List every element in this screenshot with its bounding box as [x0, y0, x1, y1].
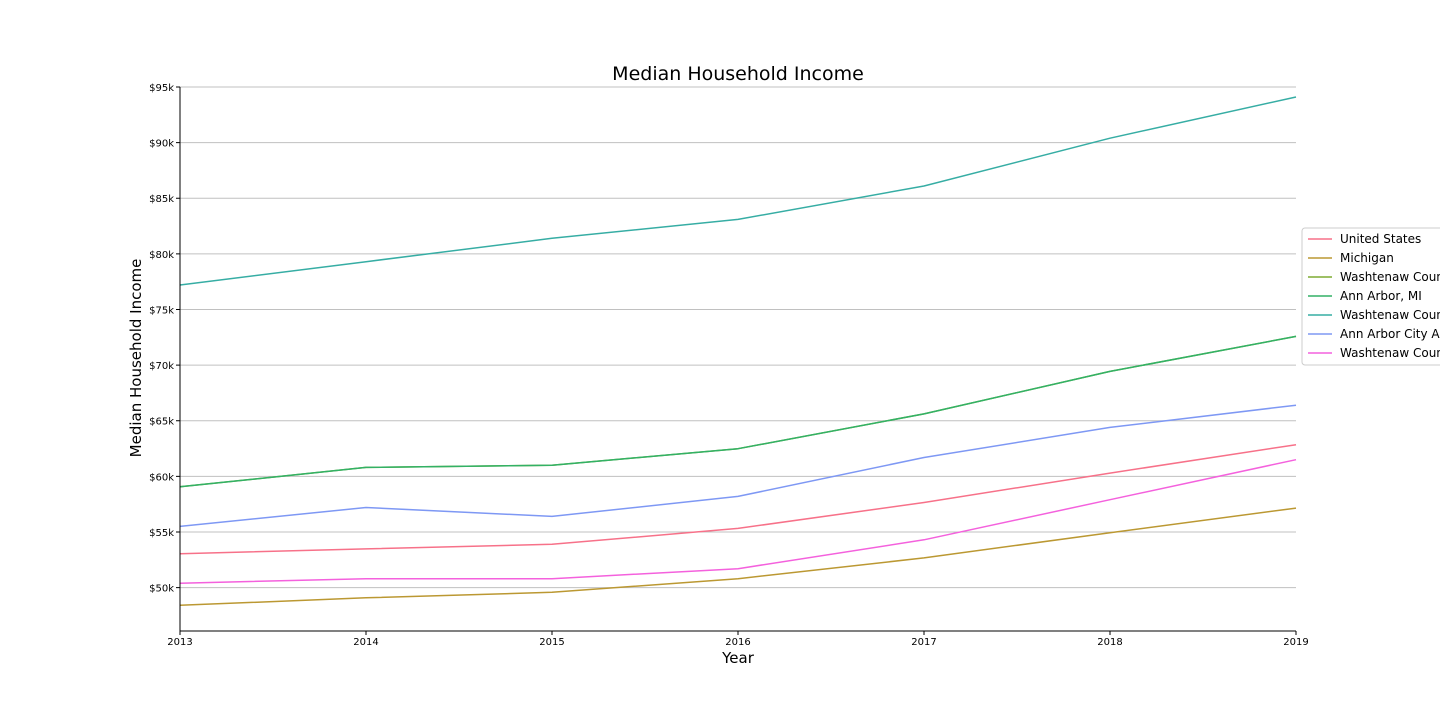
x-tick-label: 2014: [353, 637, 378, 648]
x-tick-label: 2019: [1283, 637, 1308, 648]
y-tick-label: $70k: [149, 361, 174, 372]
y-tick-label: $90k: [149, 139, 174, 150]
legend-label-ann-arbor-city-area: Ann Arbor City Area: [1340, 327, 1440, 341]
legend: United States Michigan Washtenaw County, M…: [1301, 227, 1440, 366]
legend-label-united-states: United States: [1340, 232, 1421, 246]
series-line-washtenaw-county-townships: [179, 96, 1297, 286]
legend-label-michigan: Michigan: [1340, 251, 1394, 265]
x-axis-title: Year: [721, 649, 755, 667]
legend-label-washtenaw-county-townships: Washtenaw County Townships: [1340, 308, 1440, 322]
series-line-ann-arbor-mi: [179, 335, 1297, 488]
y-tick-label: $75k: [149, 305, 174, 316]
series-lines: [179, 96, 1297, 607]
legend-label-washtenaw-county-mi: Washtenaw County, MI: [1340, 270, 1440, 284]
x-axis-ticks: 2013 2014 2015 2016 2017 2018 2019: [167, 631, 1309, 648]
y-tick-label: $50k: [149, 584, 174, 595]
legend-label-washtenaw-county-other: Washtenaw County Other: [1340, 346, 1440, 360]
y-tick-label: $65k: [149, 417, 174, 428]
series-line-washtenaw-county-other: [179, 458, 1297, 584]
y-tick-label: $60k: [149, 472, 174, 483]
legend-box: [1301, 227, 1440, 366]
y-axis-title: Median Household Income: [127, 259, 145, 458]
x-tick-label: 2016: [725, 637, 750, 648]
series-line-ann-arbor-city-area: [179, 404, 1297, 528]
chart-title: Median Household Income: [612, 63, 864, 85]
y-tick-label: $55k: [149, 528, 174, 539]
series-line-united-states: [179, 443, 1297, 555]
series-line-michigan: [179, 507, 1297, 607]
y-tick-label: $80k: [149, 250, 174, 261]
gridlines: [180, 86, 1296, 589]
y-tick-label: $95k: [149, 83, 174, 94]
x-tick-label: 2018: [1097, 637, 1122, 648]
legend-label-ann-arbor-mi: Ann Arbor, MI: [1340, 289, 1422, 303]
x-tick-label: 2015: [539, 637, 564, 648]
x-tick-label: 2017: [911, 637, 936, 648]
y-axis-ticks: $50k $55k $60k $65k $70k $75k $80k $85k $90k $95k: [149, 83, 180, 595]
x-tick-label: 2013: [167, 637, 192, 648]
y-tick-label: $85k: [149, 194, 174, 205]
series-line-washtenaw-county-mi: [179, 335, 1297, 488]
